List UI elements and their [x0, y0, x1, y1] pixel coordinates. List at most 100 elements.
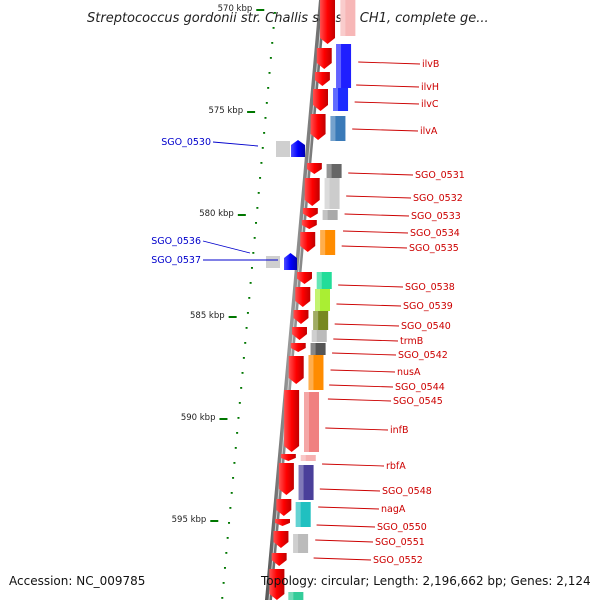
gene-label[interactable]: SGO_0540	[401, 321, 451, 332]
gene-label[interactable]: SGO_0539	[403, 301, 453, 312]
gene-feature-box	[310, 343, 326, 355]
forward-gene-arrow	[313, 89, 328, 111]
ruler-dot	[259, 177, 262, 179]
forward-gene-arrow	[304, 178, 320, 206]
gene-label[interactable]: infB	[390, 425, 409, 436]
leader-line	[358, 61, 421, 65]
leader-line	[356, 84, 420, 88]
leader-line	[327, 398, 392, 402]
gene-feature-box	[298, 465, 314, 500]
gene-label[interactable]: SGO_0534	[410, 228, 460, 239]
leader-line	[330, 369, 396, 373]
gene-label[interactable]: SGO_0545	[393, 396, 443, 407]
gene-feature-box	[333, 88, 349, 111]
ruler-tick-label: 570 kbp	[218, 4, 253, 14]
gene-label[interactable]: trmB	[400, 336, 423, 347]
ruler-tick-mark	[228, 316, 237, 318]
forward-gene-arrow	[314, 72, 330, 86]
gene-feature-box	[330, 116, 346, 141]
ruler-dot	[264, 117, 267, 119]
gene-feature-box-shade	[295, 502, 301, 527]
ruler-dot	[232, 477, 235, 479]
forward-gene-arrow	[274, 519, 290, 526]
forward-gene-arrow	[320, 0, 336, 44]
gene-feature-box-shade	[311, 330, 317, 342]
ruler-dot	[237, 417, 240, 419]
leader-line	[315, 539, 374, 543]
gene-label[interactable]: nagA	[381, 504, 406, 515]
ruler-dot	[273, 12, 276, 14]
gene-feature-box	[304, 392, 320, 452]
gene-label[interactable]: ilvH	[421, 82, 439, 93]
gene-feature-box-shade	[308, 355, 314, 390]
gene-feature-box-shade	[316, 272, 322, 289]
leader-line	[329, 384, 394, 388]
gene-label[interactable]: SGO_0542	[398, 350, 448, 361]
reverse-gene-arrow	[291, 140, 305, 157]
gene-features-track	[266, 0, 356, 600]
gene-label[interactable]: SGO_0552	[373, 555, 423, 566]
gene-feature-box-shade	[340, 0, 346, 36]
ruler-dot	[229, 507, 232, 509]
forward-gene-arrow	[293, 310, 309, 324]
gene-feature-box-shade	[293, 534, 299, 553]
gene-label[interactable]: SGO_0535	[409, 243, 459, 254]
ruler-tick-mark	[237, 214, 246, 216]
ruler-tick-mark	[256, 9, 265, 11]
gene-label[interactable]: SGO_0551	[375, 537, 425, 548]
gene-feature-box	[320, 230, 336, 255]
gene-label[interactable]: SGO_0537	[151, 255, 201, 266]
forward-gene-arrow	[295, 287, 311, 307]
gene-label[interactable]: ilvB	[422, 59, 439, 70]
accession-text: Accession: NC_009785	[9, 574, 146, 588]
forward-gene-arrow	[280, 454, 296, 461]
leader-line	[202, 240, 251, 254]
ruler-tick-label: 575 kbp	[208, 106, 243, 116]
gene-feature-box-shade	[300, 455, 306, 461]
ruler-dot	[255, 222, 258, 224]
leader-line	[333, 338, 399, 342]
gene-feature-box	[293, 534, 309, 553]
leader-line	[336, 303, 402, 307]
leader-line	[332, 352, 397, 356]
gene-label[interactable]: nusA	[397, 367, 421, 378]
gene-label[interactable]: ilvA	[420, 126, 438, 137]
ruler-dot	[269, 57, 272, 59]
gene-label[interactable]: SGO_0548	[382, 486, 432, 497]
forward-gene-arrow	[273, 531, 289, 548]
leader-line	[343, 230, 409, 234]
gene-feature-box	[311, 330, 327, 342]
gene-label[interactable]: SGO_0538	[405, 282, 455, 293]
leader-line	[334, 323, 400, 327]
ruler-dot	[244, 342, 247, 344]
forward-gene-arrow	[271, 553, 287, 566]
gene-label[interactable]: rbfA	[386, 461, 406, 472]
gene-label[interactable]: SGO_0531	[415, 170, 465, 181]
gene-label[interactable]: SGO_0544	[395, 382, 445, 393]
ruler-dot	[233, 462, 236, 464]
gene-label[interactable]: SGO_0550	[377, 522, 427, 533]
gene-feature-box	[324, 178, 340, 209]
gene-label[interactable]: SGO_0532	[413, 193, 463, 204]
leader-line	[352, 128, 419, 132]
gene-label[interactable]: SGO_0533	[411, 211, 461, 222]
coordinate-ruler: 570 kbp 575 kbp 580 kbp 585 kbp 590 kbp 595 k…	[172, 4, 276, 599]
reverse-gene-box	[266, 256, 280, 268]
ruler-tick-mark	[247, 111, 256, 113]
forward-gene-arrow	[288, 356, 304, 384]
ruler-dot	[249, 282, 252, 284]
ruler-dot	[226, 537, 229, 539]
ruler-tick-label: 580 kbp	[199, 209, 234, 219]
ruler-dot	[230, 492, 233, 494]
gene-label[interactable]: ilvC	[421, 99, 439, 110]
ruler-dot	[256, 207, 259, 209]
gene-feature-box-shade	[326, 164, 332, 178]
forward-gene-arrow	[316, 48, 332, 69]
leader-line	[348, 172, 414, 176]
leader-line	[313, 557, 372, 561]
gene-label[interactable]: SGO_0530	[161, 137, 211, 148]
gene-label[interactable]: SGO_0536	[151, 236, 201, 247]
leader-line	[325, 427, 389, 431]
gene-feature-box-shade	[333, 88, 339, 111]
ruler-tick-label: 590 kbp	[181, 413, 216, 423]
